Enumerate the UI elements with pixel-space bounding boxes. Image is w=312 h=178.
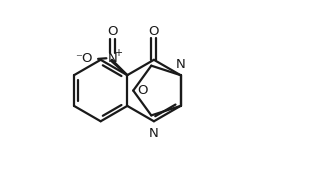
Text: O: O	[107, 25, 118, 38]
Text: O: O	[149, 25, 159, 38]
Text: ⁻O: ⁻O	[75, 52, 93, 65]
Text: O: O	[137, 84, 147, 97]
Text: N: N	[176, 58, 185, 71]
Text: +: +	[114, 48, 122, 58]
Text: N: N	[149, 127, 159, 140]
Text: N: N	[108, 52, 117, 65]
